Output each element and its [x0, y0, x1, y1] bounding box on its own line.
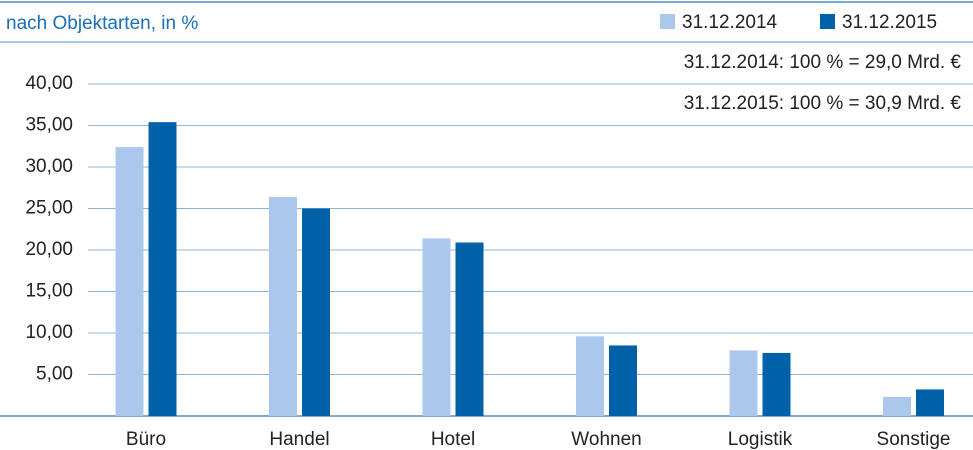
annotation: 31.12.2014: 100 % = 29,0 Mrd. € [684, 52, 962, 73]
bar [115, 147, 144, 416]
bar [302, 208, 330, 416]
legend-swatch [820, 14, 835, 29]
y-tick-label: 15,00 [25, 281, 73, 302]
y-tick-label: 25,00 [25, 198, 73, 219]
x-tick-label: Wohnen [571, 429, 641, 450]
legend-swatch [660, 14, 675, 29]
bar [916, 389, 944, 416]
y-tick-label: 5,00 [36, 364, 73, 385]
bar [729, 350, 758, 416]
chart-title: nach Objektarten, in % [6, 13, 198, 34]
x-tick-label: Büro [126, 429, 166, 450]
legend-label: 31.12.2014 [682, 12, 778, 33]
bar [455, 242, 484, 416]
y-tick-label: 30,00 [25, 156, 73, 177]
bar [762, 352, 791, 416]
y-tick-label: 10,00 [25, 322, 73, 343]
bar [883, 396, 911, 416]
x-tick-label: Handel [269, 429, 329, 450]
bar [269, 196, 297, 416]
bar [609, 345, 637, 416]
bar [576, 336, 604, 416]
annotation: 31.12.2015: 100 % = 30,9 Mrd. € [684, 93, 962, 114]
bar [422, 238, 451, 416]
legend-label: 31.12.2015 [842, 12, 937, 33]
bar [148, 122, 177, 417]
y-tick-label: 35,00 [25, 115, 73, 136]
x-tick-label: Hotel [431, 429, 475, 450]
y-tick-label: 20,00 [25, 239, 73, 260]
y-tick-label: 40,00 [25, 73, 73, 94]
x-tick-label: Sonstige [877, 429, 951, 450]
x-tick-label: Logistik [728, 429, 793, 450]
